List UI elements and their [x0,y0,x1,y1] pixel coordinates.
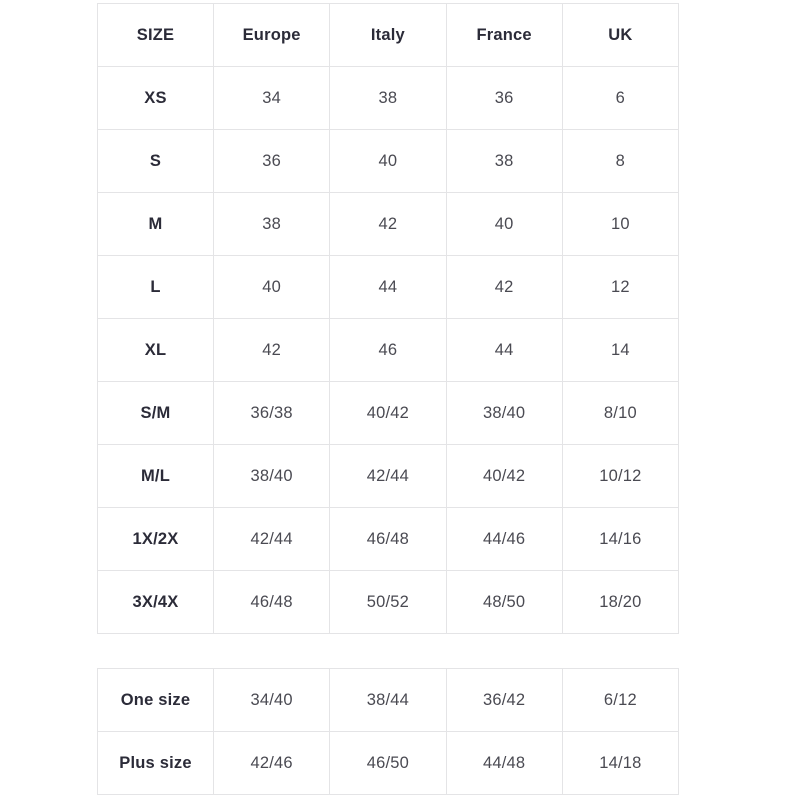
cell-france: 48/50 [445,570,563,634]
cell-europe: 34 [212,66,331,130]
cell-uk: 8/10 [561,381,680,445]
cell-italy: 38 [329,66,447,130]
cell-size: 3X/4X [97,570,214,634]
table-row: S 36 40 38 8 [97,129,680,193]
cell-size: Plus size [97,731,214,795]
cell-uk: 14/18 [561,731,680,795]
table-row: L 40 44 42 12 [97,255,680,319]
cell-uk: 6/12 [561,668,680,732]
cell-size: XS [97,66,214,130]
cell-size: M [97,192,214,256]
header-row: SIZE Europe Italy France UK [97,3,680,67]
cell-size: S [97,129,214,193]
cell-italy: 44 [329,255,447,319]
table-row: 1X/2X 42/44 46/48 44/46 14/16 [97,507,680,571]
column-header-france: France [445,3,563,67]
size-conversion-table: SIZE Europe Italy France UK XS 34 38 36 … [97,3,680,634]
cell-uk: 6 [561,66,680,130]
table-row: M 38 42 40 10 [97,192,680,256]
cell-europe: 38/40 [212,444,331,508]
cell-uk: 14 [561,318,680,382]
table-header: SIZE Europe Italy France UK [97,3,680,67]
cell-france: 38/40 [445,381,563,445]
cell-france: 36/42 [445,668,563,732]
cell-europe: 38 [212,192,331,256]
cell-size: L [97,255,214,319]
cell-europe: 36/38 [212,381,331,445]
cell-uk: 10/12 [561,444,680,508]
cell-italy: 42 [329,192,447,256]
cell-france: 44 [445,318,563,382]
cell-italy: 40 [329,129,447,193]
column-header-europe: Europe [212,3,331,67]
table-body: XS 34 38 36 6 S 36 40 38 8 M 38 42 40 10 [97,66,680,634]
cell-size: XL [97,318,214,382]
cell-uk: 18/20 [561,570,680,634]
cell-france: 44/46 [445,507,563,571]
column-header-italy: Italy [329,3,447,67]
cell-italy: 46/50 [329,731,447,795]
one-size-conversion-table: One size 34/40 38/44 36/42 6/12 Plus siz… [97,668,680,795]
table-row: XS 34 38 36 6 [97,66,680,130]
cell-italy: 40/42 [329,381,447,445]
cell-france: 40 [445,192,563,256]
table-body: One size 34/40 38/44 36/42 6/12 Plus siz… [97,668,680,795]
cell-italy: 46/48 [329,507,447,571]
column-header-size: SIZE [97,3,214,67]
cell-france: 40/42 [445,444,563,508]
cell-italy: 50/52 [329,570,447,634]
cell-europe: 46/48 [212,570,331,634]
cell-size: 1X/2X [97,507,214,571]
cell-italy: 42/44 [329,444,447,508]
cell-size: One size [97,668,214,732]
cell-size: M/L [97,444,214,508]
table-row: M/L 38/40 42/44 40/42 10/12 [97,444,680,508]
cell-europe: 42 [212,318,331,382]
table-row: S/M 36/38 40/42 38/40 8/10 [97,381,680,445]
column-header-uk: UK [561,3,680,67]
cell-france: 38 [445,129,563,193]
cell-italy: 38/44 [329,668,447,732]
cell-france: 44/48 [445,731,563,795]
table-row: Plus size 42/46 46/50 44/48 14/18 [97,731,680,795]
cell-france: 36 [445,66,563,130]
cell-uk: 12 [561,255,680,319]
cell-europe: 40 [212,255,331,319]
cell-europe: 34/40 [212,668,331,732]
cell-europe: 42/46 [212,731,331,795]
cell-italy: 46 [329,318,447,382]
table-row: 3X/4X 46/48 50/52 48/50 18/20 [97,570,680,634]
cell-uk: 14/16 [561,507,680,571]
table-row: One size 34/40 38/44 36/42 6/12 [97,668,680,732]
cell-europe: 42/44 [212,507,331,571]
cell-size: S/M [97,381,214,445]
cell-europe: 36 [212,129,331,193]
table-row: XL 42 46 44 14 [97,318,680,382]
cell-uk: 8 [561,129,680,193]
cell-france: 42 [445,255,563,319]
cell-uk: 10 [561,192,680,256]
